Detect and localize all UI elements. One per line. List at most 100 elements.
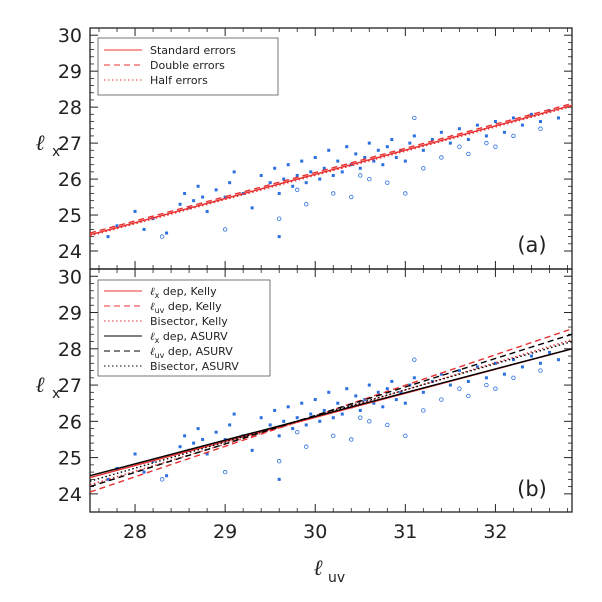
panel-a-point-detected [183,191,187,195]
panel-a-point-detected [304,181,308,185]
panel-a-point-detected [345,145,349,149]
panel-a-ytick-label: 28 [58,97,82,119]
panel-b-point-detected [291,427,295,431]
panel-b-point-censored [421,408,426,413]
panel-a-point-detected [358,166,362,170]
panel-a-point-censored [466,151,471,157]
panel-a-point-detected [556,116,560,120]
panel-b-point-censored [538,368,543,373]
panel-a-point-censored [385,180,390,185]
panel-a-ytick-label: 25 [58,205,82,227]
panel-b-point-detected [399,390,403,394]
panel-a-point-detected [399,148,403,152]
panel-a-ticks: 24 25 26 27 28 29 30 [58,25,572,269]
panel-a-point-detected [165,231,169,235]
panel-b-point-detected [511,358,515,362]
panel-b-point-detected [133,452,137,456]
panel-b-point-detected [309,412,313,416]
panel-b-point-detected [538,361,542,365]
panel-a-point-censored [358,173,363,178]
panel-a-point-detected [250,206,254,210]
panel-b-point-detected [412,376,416,380]
panel-a-point-detected [520,123,524,127]
panel-b-ytick-label: 25 [58,448,82,470]
panel-a-point-detected [390,138,394,142]
panel-a-point-detected [430,138,434,142]
panel-a-point-detected [421,148,425,152]
panel-a-point-detected [327,148,331,152]
panel-b-legend-label: ℓuv dep, ASURV [150,345,233,360]
panel-a-ytick-label: 29 [58,61,82,83]
panel-b-point-detected [201,437,205,441]
panel-b-point-detected [277,434,281,438]
panel-b-ytick-label: 30 [58,266,82,288]
panel-a-legend-label: Half errors [150,74,208,87]
panel-a-point-detected [385,145,389,149]
panel-a-ytick-label: 26 [58,169,82,191]
panel-a-point-detected [259,173,263,177]
panel-b-point-detected [304,423,308,427]
panel-a-point-censored [421,166,426,171]
panel-a-point-detected [363,155,367,159]
panel-b-point-detected [457,369,461,373]
panel-a-point-detected [178,202,182,206]
panel-b-points [106,350,560,482]
panel-a-point-censored [304,202,309,207]
panel-a-point-detected [367,141,371,145]
panel-a-point-censored [457,144,462,149]
panel-a-point-detected [457,127,461,131]
panel-b-point-censored [403,433,408,439]
panel-b-xtick-label: 30 [303,521,327,543]
panel-b-point-censored [331,433,336,439]
panel-a-point-censored [511,133,516,139]
panel-a-legend-label: Standard errors [150,44,236,57]
panel-a-point-detected [291,184,295,188]
panel-a: 24 25 26 27 28 29 30 Standard errors Double err… [35,25,573,270]
panel-b-point-detected [381,405,385,409]
panel-b-xtick-label: 29 [213,521,237,543]
panel-a-point-detected [354,152,358,156]
panel-a-point-detected [322,166,326,170]
panel-a-point-detected [106,235,110,239]
panel-b-label: (b) [517,477,547,501]
panel-b-point-detected [394,398,398,402]
panel-a-point-detected [286,163,290,167]
panel-a-legend-label: Double errors [150,59,225,72]
panel-b-point-detected [142,470,146,474]
panel-b-point-censored [295,430,300,435]
panel-a-point-detected [376,148,380,152]
panel-a-ylabel-sub: x [52,144,60,160]
panel-b-legend-label: ℓx dep, Kelly [150,285,217,300]
panel-b-point-censored [222,469,228,475]
panel-b-point-detected [196,427,200,431]
panel-a-point-detected [475,123,479,127]
panel-a-point-detected [394,155,398,159]
panel-a-point-censored [367,176,372,182]
panel-a-point-censored [331,191,336,196]
panel-b-ytick-label: 24 [58,484,82,506]
panel-a-point-detected [484,134,488,138]
panel-b-point-detected [214,430,218,434]
panel-b-point-censored [159,477,165,482]
panel-b-point-detected [367,383,371,387]
panel-a-point-detected [529,112,533,116]
panel-a-point-detected [331,173,335,177]
panel-b-xlabel-sym: ℓ [313,556,323,581]
panel-b-point-censored [484,382,489,388]
panel-b-ytick-label: 26 [58,411,82,433]
panel-a-point-detected [196,184,200,188]
panel-b-point-detected [277,477,281,481]
panel-a-fit-line [89,105,573,237]
panel-b-point-censored [439,397,444,402]
panel-a-point-censored [295,187,300,193]
panel-a-point-detected [273,166,277,170]
panel-a-label: (a) [517,233,546,257]
panel-b-point-detected [547,350,551,354]
panel-b-ylabel-sym: ℓ [35,373,45,398]
panel-b-point-detected [273,408,277,412]
panel-b-point-detected [493,361,497,365]
panel-b-point-detected [327,390,331,394]
panel-b-point-detected [358,408,362,412]
panel-b-point-detected [250,448,254,452]
